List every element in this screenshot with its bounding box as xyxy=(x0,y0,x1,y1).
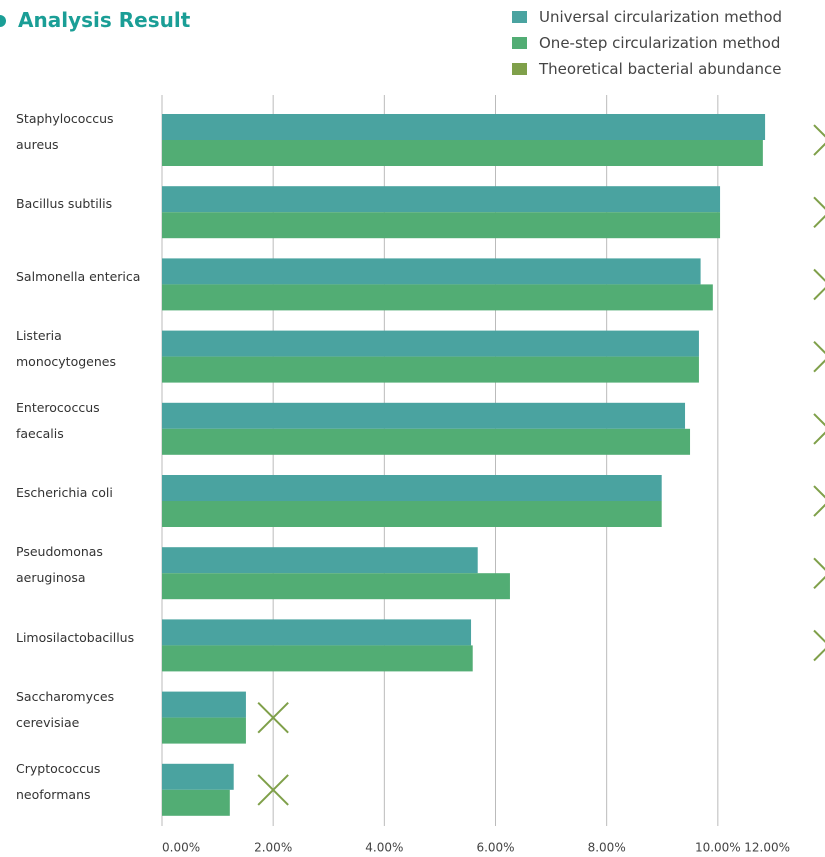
marker-stroke xyxy=(813,287,825,301)
marker-stroke xyxy=(813,359,825,373)
bar xyxy=(162,428,691,455)
marker-stroke xyxy=(813,142,825,156)
theoretical-marker xyxy=(813,485,825,517)
category-label: Saccharomyces cerevisiae xyxy=(16,688,115,730)
bar xyxy=(162,212,721,239)
marker-stroke xyxy=(813,214,825,229)
bar xyxy=(162,619,472,646)
marker-stroke xyxy=(813,413,825,427)
bar xyxy=(162,789,230,816)
legend-swatch xyxy=(512,63,527,75)
marker-stroke xyxy=(813,629,825,643)
category-label: Staphylococcus aureus xyxy=(16,111,114,153)
category-label: Bacillus subtilis xyxy=(16,196,113,212)
marker-stroke xyxy=(257,701,289,734)
bar xyxy=(162,284,713,311)
marker-stroke xyxy=(813,268,825,282)
category-label: Pseudomonas aeruginosa xyxy=(16,544,103,586)
theoretical-marker xyxy=(257,701,289,734)
theoretical-marker xyxy=(813,124,825,156)
theoretical-marker xyxy=(813,268,825,301)
bar xyxy=(162,330,699,357)
category-label: Limosilactobacillus xyxy=(16,629,135,645)
theoretical-marker xyxy=(813,557,825,590)
x-tick-label: 12.00% xyxy=(744,841,790,855)
legend-item: Theoretical bacterial abundance xyxy=(512,56,782,82)
marker-stroke xyxy=(813,575,825,590)
x-tick-label: 4.00% xyxy=(365,841,403,855)
theoretical-marker xyxy=(813,340,825,373)
x-tick-label: 8.00% xyxy=(588,841,626,855)
marker-stroke xyxy=(813,648,825,662)
legend-item: One-step circularization method xyxy=(512,30,782,56)
legend-label: Theoretical bacterial abundance xyxy=(539,60,782,78)
theoretical-marker xyxy=(813,413,825,445)
x-tick-label: 10.00% xyxy=(695,841,741,855)
bar xyxy=(162,573,510,600)
marker-stroke xyxy=(813,124,825,138)
legend-label: Universal circularization method xyxy=(539,8,783,26)
marker-stroke xyxy=(813,431,825,445)
bar xyxy=(162,114,766,140)
bar xyxy=(162,140,763,166)
marker-stroke xyxy=(813,485,825,499)
title-icon xyxy=(0,15,6,27)
marker-stroke xyxy=(257,774,289,806)
x-tick-label: 6.00% xyxy=(476,841,514,855)
bar xyxy=(162,645,473,672)
theoretical-marker xyxy=(813,629,825,662)
chart-title: Analysis Result xyxy=(18,8,191,32)
category-label: Listeria monocytogenes xyxy=(16,327,116,369)
category-label: Escherichia coli xyxy=(16,485,113,501)
theoretical-marker xyxy=(257,774,289,806)
bar xyxy=(162,475,662,501)
category-label: Enterococcus faecalis xyxy=(16,399,100,441)
category-label: Salmonella enterica xyxy=(16,268,141,284)
bar xyxy=(162,691,246,718)
category-label: Cryptococcus neoformans xyxy=(16,760,101,802)
bar xyxy=(162,356,699,383)
theoretical-marker xyxy=(813,196,825,229)
bar xyxy=(162,501,662,527)
marker-stroke xyxy=(813,557,825,571)
legend-label: One-step circularization method xyxy=(539,34,781,52)
legend-swatch xyxy=(512,37,527,49)
marker-stroke xyxy=(813,196,825,210)
bar xyxy=(162,402,686,429)
legend-swatch xyxy=(512,11,527,23)
bar xyxy=(162,186,721,213)
legend: Universal circularization method One-step… xyxy=(512,4,782,82)
bar xyxy=(162,717,246,744)
marker-stroke xyxy=(813,340,825,355)
x-tick-label: 2.00% xyxy=(254,841,292,855)
marker-stroke xyxy=(813,503,825,517)
legend-item: Universal circularization method xyxy=(512,4,782,30)
bar xyxy=(162,258,701,285)
x-tick-label: 0.00% xyxy=(162,841,200,855)
bar xyxy=(162,547,478,574)
bar xyxy=(162,763,234,790)
